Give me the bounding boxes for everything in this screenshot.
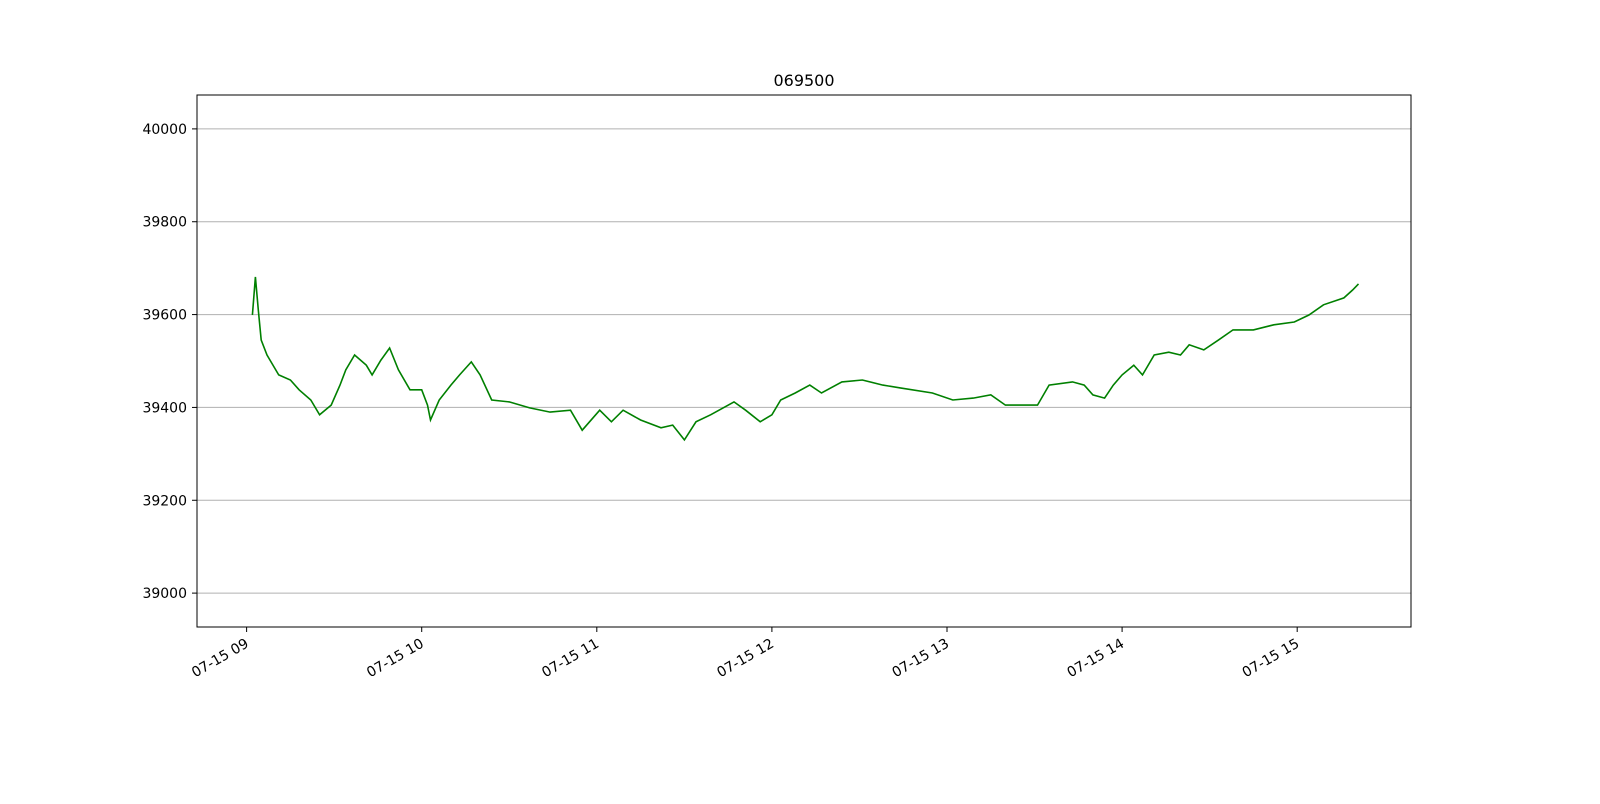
y-tick-label: 39200 <box>142 493 187 509</box>
y-tick-label: 39000 <box>142 586 187 602</box>
x-tick-label: 07-15 09 <box>189 636 252 681</box>
x-tick-label: 07-15 12 <box>714 636 777 681</box>
y-tick-label: 40000 <box>142 122 187 138</box>
x-tick-label: 07-15 13 <box>889 636 952 681</box>
y-tick-label: 39400 <box>142 400 187 416</box>
y-tick-label: 39600 <box>142 308 187 324</box>
x-tick-label: 07-15 11 <box>539 636 602 681</box>
plot-frame <box>196 94 1412 628</box>
x-tick-label: 07-15 14 <box>1065 636 1128 681</box>
chart-title: 069500 <box>773 71 834 90</box>
price-line <box>251 276 1360 442</box>
x-tick-label: 07-15 10 <box>364 636 427 681</box>
x-tick-label: 07-15 15 <box>1240 636 1303 681</box>
y-tick-label: 39800 <box>142 215 187 231</box>
